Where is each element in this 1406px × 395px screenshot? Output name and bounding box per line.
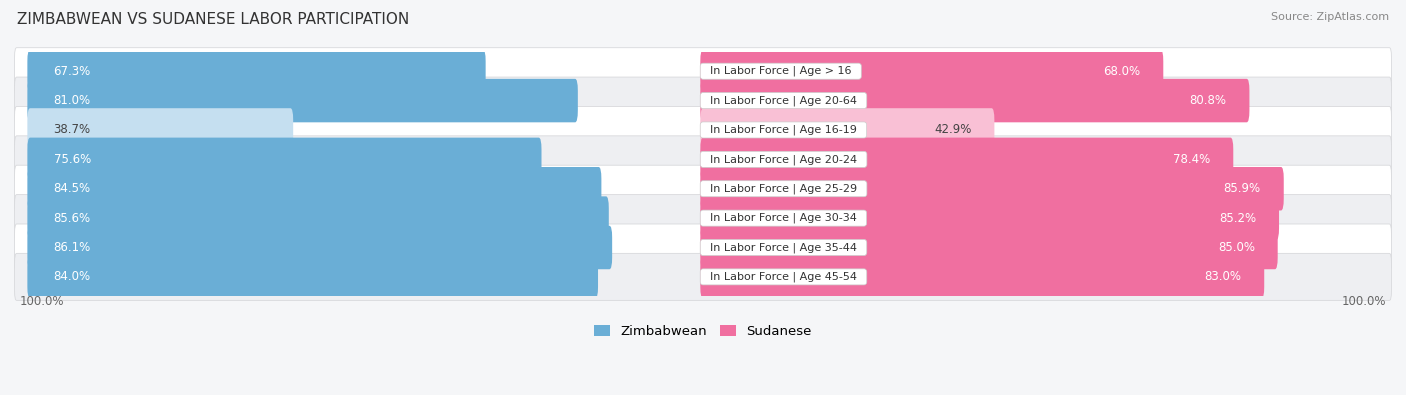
FancyBboxPatch shape (700, 167, 1284, 211)
FancyBboxPatch shape (700, 255, 1264, 299)
FancyBboxPatch shape (27, 108, 294, 152)
FancyBboxPatch shape (700, 108, 994, 152)
FancyBboxPatch shape (14, 224, 1392, 271)
FancyBboxPatch shape (27, 226, 612, 269)
FancyBboxPatch shape (14, 107, 1392, 154)
Text: 68.0%: 68.0% (1104, 65, 1140, 78)
Text: In Labor Force | Age 20-24: In Labor Force | Age 20-24 (703, 154, 865, 165)
Text: In Labor Force | Age 16-19: In Labor Force | Age 16-19 (703, 125, 863, 135)
Text: 85.2%: 85.2% (1219, 212, 1256, 225)
Text: Source: ZipAtlas.com: Source: ZipAtlas.com (1271, 12, 1389, 22)
FancyBboxPatch shape (700, 79, 1250, 122)
Text: In Labor Force | Age 35-44: In Labor Force | Age 35-44 (703, 242, 865, 253)
Text: In Labor Force | Age > 16: In Labor Force | Age > 16 (703, 66, 859, 77)
FancyBboxPatch shape (700, 137, 1233, 181)
Text: In Labor Force | Age 20-64: In Labor Force | Age 20-64 (703, 95, 865, 106)
FancyBboxPatch shape (27, 255, 598, 299)
Legend: Zimbabwean, Sudanese: Zimbabwean, Sudanese (589, 320, 817, 343)
Text: 84.0%: 84.0% (53, 271, 91, 283)
FancyBboxPatch shape (27, 196, 609, 240)
Text: 81.0%: 81.0% (53, 94, 91, 107)
Text: 75.6%: 75.6% (53, 153, 91, 166)
Text: 80.8%: 80.8% (1189, 94, 1226, 107)
FancyBboxPatch shape (14, 165, 1392, 212)
Text: ZIMBABWEAN VS SUDANESE LABOR PARTICIPATION: ZIMBABWEAN VS SUDANESE LABOR PARTICIPATI… (17, 12, 409, 27)
FancyBboxPatch shape (700, 196, 1279, 240)
Text: 85.6%: 85.6% (53, 212, 91, 225)
Text: 67.3%: 67.3% (53, 65, 91, 78)
FancyBboxPatch shape (700, 226, 1278, 269)
FancyBboxPatch shape (14, 77, 1392, 124)
Text: 85.0%: 85.0% (1218, 241, 1254, 254)
FancyBboxPatch shape (14, 136, 1392, 183)
Text: 38.7%: 38.7% (53, 124, 91, 136)
Text: 100.0%: 100.0% (1341, 295, 1386, 308)
FancyBboxPatch shape (700, 49, 1163, 93)
FancyBboxPatch shape (27, 79, 578, 122)
FancyBboxPatch shape (27, 167, 602, 211)
Text: 85.9%: 85.9% (1223, 182, 1261, 195)
FancyBboxPatch shape (14, 253, 1392, 300)
Text: 100.0%: 100.0% (20, 295, 65, 308)
Text: 86.1%: 86.1% (53, 241, 91, 254)
FancyBboxPatch shape (14, 195, 1392, 242)
Text: 84.5%: 84.5% (53, 182, 91, 195)
Text: In Labor Force | Age 25-29: In Labor Force | Age 25-29 (703, 184, 865, 194)
Text: In Labor Force | Age 45-54: In Labor Force | Age 45-54 (703, 272, 865, 282)
Text: 83.0%: 83.0% (1205, 271, 1241, 283)
FancyBboxPatch shape (14, 48, 1392, 95)
Text: In Labor Force | Age 30-34: In Labor Force | Age 30-34 (703, 213, 863, 223)
Text: 78.4%: 78.4% (1173, 153, 1211, 166)
FancyBboxPatch shape (27, 49, 485, 93)
FancyBboxPatch shape (27, 137, 541, 181)
Text: 42.9%: 42.9% (934, 124, 972, 136)
